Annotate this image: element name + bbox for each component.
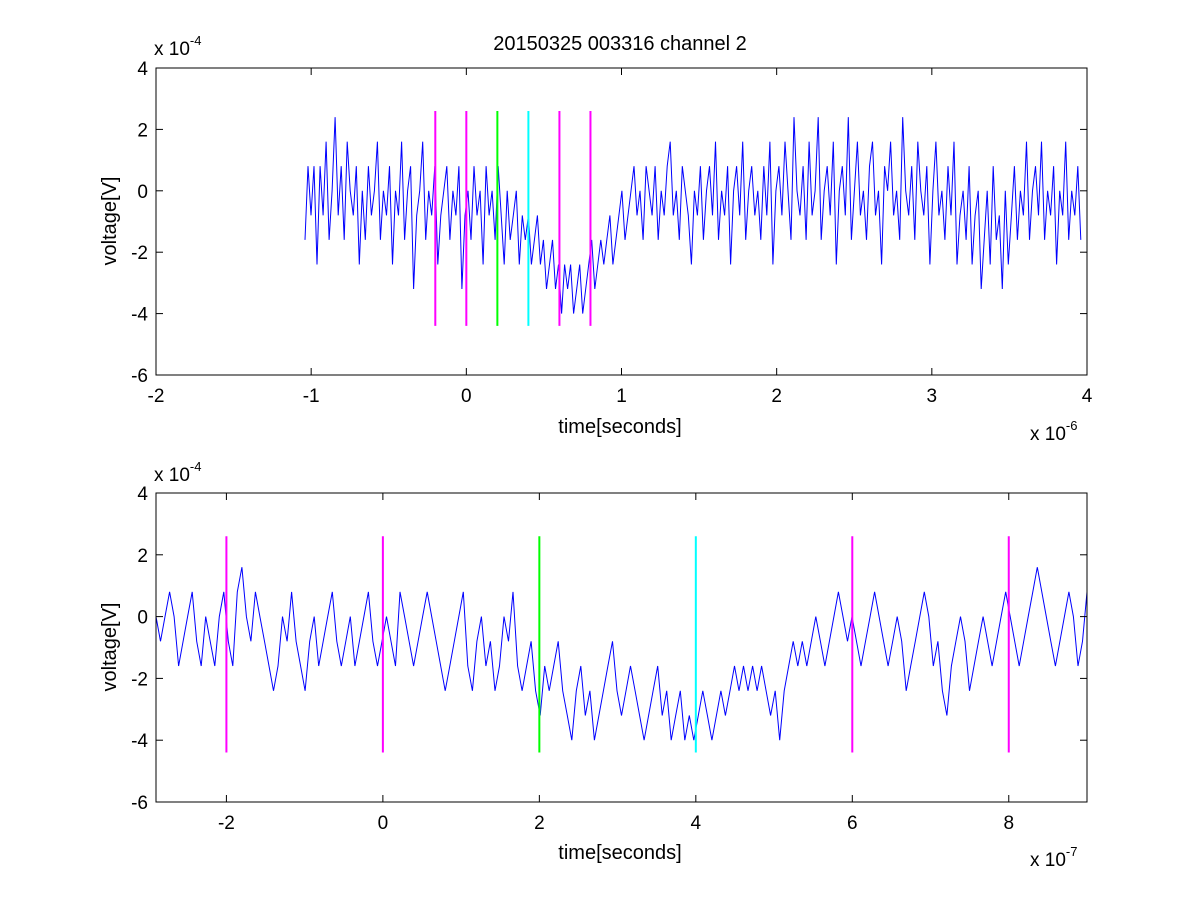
top-y-tick-label: -6 bbox=[131, 366, 148, 387]
top-x-tick-label: 4 bbox=[1082, 386, 1093, 407]
bottom-x-tick-label: 8 bbox=[1003, 813, 1014, 834]
top-y-tick-label: -2 bbox=[131, 243, 148, 264]
bottom-y-tick-label: -2 bbox=[131, 669, 148, 690]
bottom-y-tick-label: -4 bbox=[131, 731, 148, 752]
top-x-tick-label: 2 bbox=[771, 386, 782, 407]
bottom-y-exponent: x 10-4 bbox=[154, 459, 201, 486]
bottom-x-tick-label: 0 bbox=[378, 813, 389, 834]
top-x-tick-label: 1 bbox=[616, 386, 627, 407]
bottom-plot-lines bbox=[155, 536, 1088, 753]
bottom-y-tick-label: 2 bbox=[137, 546, 148, 567]
top-y-tick-label: -4 bbox=[131, 305, 148, 326]
bottom-subplot: -2 0 2 4 6 8 -6 -4 -2 0 2 4 time[seconds] voltage[V… bbox=[99, 459, 1088, 871]
top-y-axis-label: voltage[V] bbox=[99, 177, 121, 266]
bottom-y-tick-label: -6 bbox=[131, 793, 148, 814]
bottom-y-tick-label: 0 bbox=[137, 608, 148, 629]
top-y-exponent: x 10-4 bbox=[154, 33, 201, 60]
top-signal-trace-0 bbox=[304, 117, 1082, 314]
top-y-tick-label: 2 bbox=[137, 120, 148, 141]
bottom-y-tick-label: 4 bbox=[137, 484, 148, 505]
top-x-axis-label: time[seconds] bbox=[558, 416, 681, 438]
bottom-axes-frame bbox=[155, 492, 1088, 803]
top-plot-lines bbox=[304, 110, 1082, 326]
top-subplot: -2 -1 0 1 2 3 4 -6 -4 -2 0 2 4 time[seconds] voltage… bbox=[99, 33, 1093, 445]
bottom-x-tick-label: 6 bbox=[847, 813, 858, 834]
bottom-x-tick-label: -2 bbox=[218, 813, 235, 834]
bottom-x-axis-label: time[seconds] bbox=[558, 842, 681, 864]
bottom-axis-ticks: -2 0 2 4 6 8 -6 -4 -2 0 2 4 bbox=[131, 484, 1087, 834]
bottom-signal-trace-0 bbox=[155, 567, 1088, 741]
top-x-tick-label: -1 bbox=[303, 386, 320, 407]
bottom-y-axis-label: voltage[V] bbox=[99, 603, 121, 692]
top-x-exponent: x 10-6 bbox=[1030, 418, 1077, 445]
top-x-tick-label: 0 bbox=[461, 386, 472, 407]
bottom-x-tick-label: 2 bbox=[534, 813, 545, 834]
figure-title: 20150325 003316 channel 2 bbox=[493, 33, 747, 55]
top-axis-ticks: -2 -1 0 1 2 3 4 -6 -4 -2 0 2 4 bbox=[131, 59, 1093, 407]
top-y-tick-label: 4 bbox=[137, 59, 148, 80]
top-y-tick-label: 0 bbox=[137, 182, 148, 203]
top-x-tick-label: 3 bbox=[927, 386, 938, 407]
bottom-x-exponent: x 10-7 bbox=[1030, 844, 1077, 871]
top-axes-frame bbox=[155, 67, 1088, 376]
bottom-x-tick-label: 4 bbox=[691, 813, 702, 834]
top-x-tick-label: -2 bbox=[148, 386, 165, 407]
